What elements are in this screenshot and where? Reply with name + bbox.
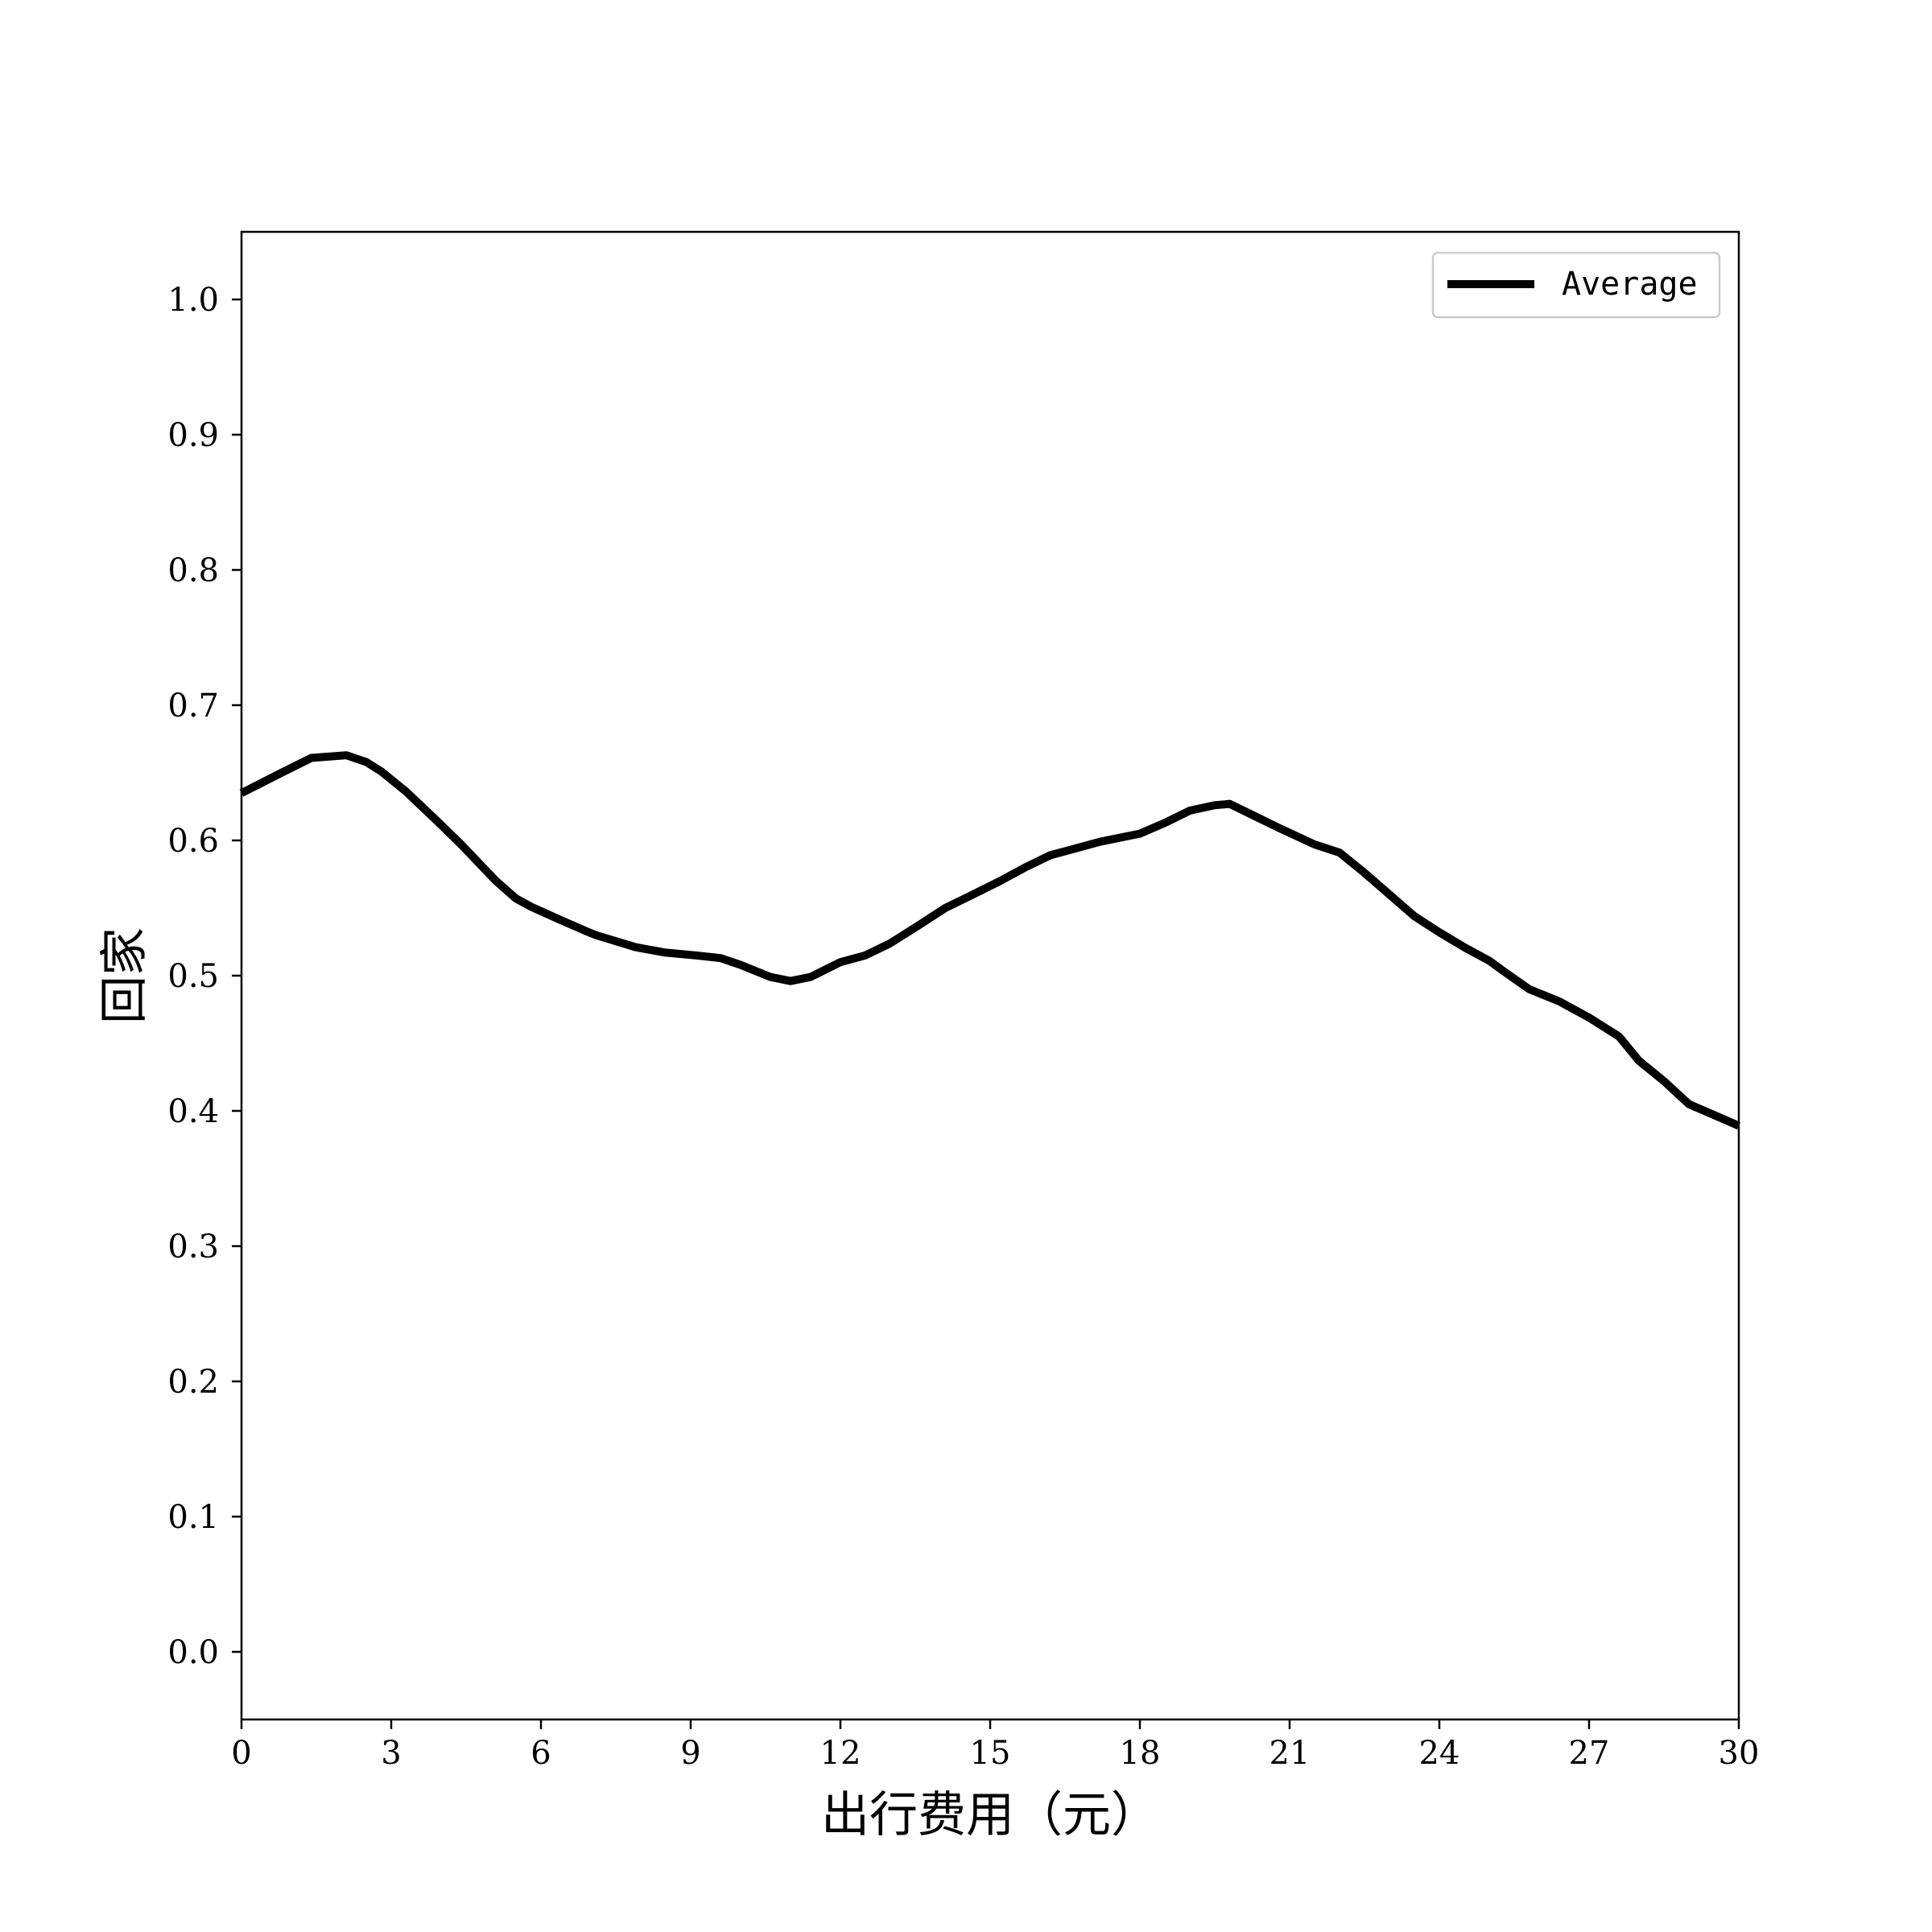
y-tick-label: 0.4 xyxy=(167,1093,219,1130)
series-line-average xyxy=(239,751,1740,1130)
y-tick-label: 0.7 xyxy=(167,687,219,724)
y-tick-label: 0.5 xyxy=(167,958,219,995)
x-tick-label: 21 xyxy=(1269,1735,1311,1772)
x-tick-label: 27 xyxy=(1569,1735,1610,1772)
y-tick-label: 0.6 xyxy=(167,823,219,860)
y-tick-label: 0.9 xyxy=(167,417,219,454)
x-tick-label: 30 xyxy=(1719,1735,1760,1772)
y-axis-title: 回家 xyxy=(97,927,153,1024)
axes-frame xyxy=(240,230,1740,1721)
y-tick-label: 0.1 xyxy=(167,1499,219,1536)
y-tick-label: 0.2 xyxy=(167,1364,219,1401)
plot-area: 0 3 6 9 12 15 18 21 24 27 30 0.0 0.1 0.2 0.3 0.4 0.5 0.6… xyxy=(167,230,1759,1772)
x-axis-title: 出行费用（元） xyxy=(821,1787,1159,1843)
y-tick-label: 0.3 xyxy=(167,1228,219,1265)
x-tick-label: 12 xyxy=(820,1735,861,1772)
legend-box xyxy=(1431,251,1721,319)
y-tick-label: 0.0 xyxy=(167,1634,219,1671)
x-axis: 0 3 6 9 12 15 18 21 24 27 30 xyxy=(231,1719,1759,1772)
x-tick-label: 15 xyxy=(970,1735,1011,1772)
legend-label-average: Average xyxy=(1562,266,1698,303)
axes-background xyxy=(242,232,1739,1719)
legend: Average xyxy=(1431,251,1721,319)
x-tick-label: 18 xyxy=(1120,1735,1161,1772)
x-tick-label: 6 xyxy=(530,1735,551,1772)
x-tick-label: 3 xyxy=(381,1735,401,1772)
y-tick-label: 0.8 xyxy=(167,552,219,589)
x-tick-label: 9 xyxy=(680,1735,700,1772)
y-axis: 0.0 0.1 0.2 0.3 0.4 0.5 0.6 0.7 0.8 0.9 1.0 xyxy=(167,282,242,1671)
x-tick-label: 24 xyxy=(1419,1735,1460,1772)
x-tick-label: 0 xyxy=(231,1735,251,1772)
y-tick-label: 1.0 xyxy=(167,282,219,319)
